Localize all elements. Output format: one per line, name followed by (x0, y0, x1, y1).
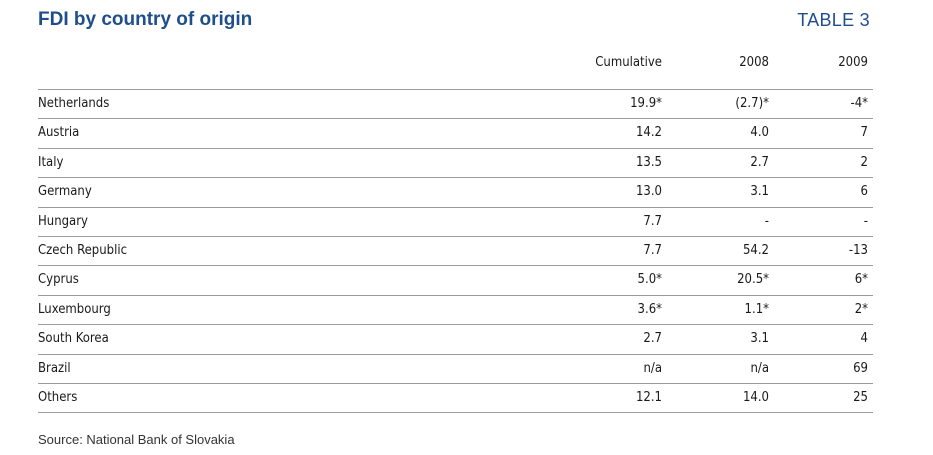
source-note: Source: National Bank of Slovakia (38, 432, 235, 447)
value-2008: 54.2 (742, 242, 769, 258)
table-number-label: TABLE 3 (797, 10, 870, 30)
value-2008: (2.7)* (735, 96, 769, 111)
column-header-2008: 2008 (739, 55, 769, 70)
value-2009: 7 (860, 125, 868, 141)
value-2009: - (863, 213, 868, 229)
country-name: Austria (38, 125, 80, 141)
table-row: Germany 13.0 3.1 6 (38, 178, 873, 208)
country-name: Others (38, 389, 78, 405)
value-2008: n/a (750, 360, 769, 376)
column-header-2009: 2009 (838, 55, 868, 70)
cumulative-value: 7.7 (643, 242, 662, 258)
table-row: South Korea 2.7 3.1 4 (38, 325, 873, 355)
value-2009: -13 (848, 242, 868, 258)
cumulative-value: 19.9* (630, 96, 662, 111)
cumulative-value: 7.7 (643, 213, 662, 229)
country-name: Netherlands (38, 96, 110, 111)
country-name: Hungary (38, 213, 88, 229)
value-2009: 6 (860, 184, 868, 200)
table-row: Luxembourg 3.6* 1.1* 2* (38, 296, 873, 326)
table-row: Czech Republic 7.7 54.2 -13 (38, 237, 873, 267)
cumulative-value: 2.7 (643, 331, 662, 347)
table-row: Italy 13.5 2.7 2 (38, 149, 873, 179)
value-2009: -4* (850, 96, 868, 111)
table-row: Brazil n/a n/a 69 (38, 355, 873, 384)
cumulative-value: 13.0 (635, 184, 662, 200)
country-name: Germany (38, 184, 92, 200)
country-name: Cyprus (38, 272, 79, 288)
country-name: Brazil (38, 360, 71, 376)
value-2009: 4 (860, 331, 868, 347)
table-row: Cyprus 5.0* 20.5* 6* (38, 266, 873, 296)
column-header-cumulative: Cumulative (595, 55, 662, 70)
value-2008: 2.7 (750, 154, 769, 170)
value-2008: 14.0 (742, 389, 769, 405)
value-2008: 20.5* (737, 272, 769, 288)
value-2008: - (764, 213, 769, 229)
value-2008: 1.1* (744, 301, 769, 317)
table-row: Austria 14.2 4.0 7 (38, 119, 873, 149)
country-name: Italy (38, 154, 64, 170)
value-2009: 25 (853, 389, 868, 405)
cumulative-value: n/a (643, 360, 662, 376)
value-2008: 3.1 (750, 184, 769, 200)
value-2008: 3.1 (750, 331, 769, 347)
country-name: Luxembourg (38, 301, 111, 317)
cumulative-value: 14.2 (635, 125, 662, 141)
page-title: FDI by country of origin (38, 9, 253, 30)
table-row: Hungary 7.7 - - (38, 208, 873, 237)
cumulative-value: 13.5 (635, 154, 662, 170)
value-2009: 6* (854, 272, 868, 288)
cumulative-value: 12.1 (635, 389, 662, 405)
country-name: Czech Republic (38, 242, 128, 258)
table-header-row: Cumulative 2008 2009 (38, 49, 873, 89)
table-row: Netherlands 19.9* (2.7)* -4* (38, 89, 873, 120)
cumulative-value: 5.0* (637, 272, 662, 288)
country-name: South Korea (38, 331, 109, 347)
value-2009: 69 (853, 360, 868, 376)
fdi-table: Cumulative 2008 2009 Netherlands 19.9* (… (38, 49, 873, 414)
value-2009: 2* (854, 301, 868, 317)
table-row: Others 12.1 14.0 25 (38, 384, 873, 414)
cumulative-value: 3.6* (637, 301, 662, 317)
value-2009: 2 (860, 154, 868, 170)
value-2008: 4.0 (750, 125, 769, 141)
